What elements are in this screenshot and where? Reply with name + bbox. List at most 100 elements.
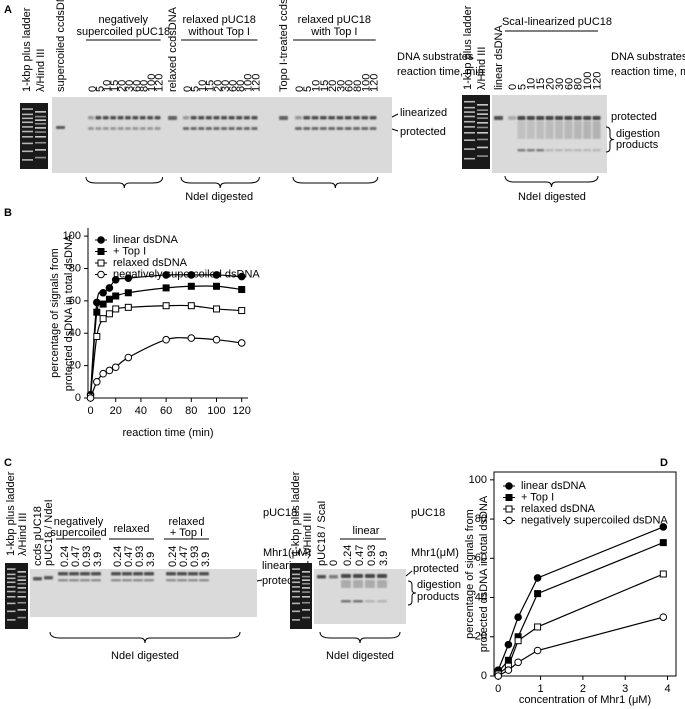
lane-label: 80 [139,80,151,92]
x-axis-label: concentration of Mhr1 (μM) [519,694,651,706]
ladder-band [477,138,488,141]
gel-band [122,579,132,582]
ladder-band [477,146,488,149]
y-axis-label: protected dsDNA in total dsDNA [478,495,490,652]
lane-label: 1-kbp plus ladder [21,7,33,92]
gel-band [58,579,68,582]
panel-letter: A [4,4,12,16]
lane-label: 0 [87,86,99,92]
gel-band [56,126,65,129]
gel-band [344,116,352,120]
x-tick-label: 0 [87,405,93,417]
y-tick-label: 20 [475,631,487,643]
row-label: Mhr1(μM) [411,547,459,559]
lane-label: 120 [369,74,381,92]
x-tick-label: 20 [110,405,122,417]
group-header: without Top I [187,26,250,38]
ladder-band [22,108,33,110]
y-tick-label: 60 [69,295,81,307]
lane-label: 15 [319,80,331,92]
gel-band [236,116,243,120]
band-label: protected [413,563,459,575]
group-header: negatively [54,516,104,528]
gel-band [353,574,363,578]
marker [99,288,107,297]
lane-label: 0.93 [134,546,146,567]
legend-label: + Top I [521,491,554,503]
gel-band [166,572,176,576]
ladder-band [477,109,488,111]
gel-band [205,116,212,120]
marker [86,394,95,402]
marker [659,523,668,531]
gel-band [198,116,205,120]
ladder-band [302,609,310,611]
band-label: digestion [417,579,461,591]
gel-band [221,116,228,120]
ladder-band [22,142,33,145]
gel-band [592,149,601,152]
band-label: products [616,139,659,151]
gel-band [303,127,311,130]
gel-band [147,116,154,120]
gel-band [133,572,143,576]
lane-label: λ/Hind III [302,513,314,556]
marker [93,298,101,307]
gel-band [110,127,117,130]
group-header: relaxed pUC18 [298,14,371,26]
marker [162,284,170,292]
gel-band [44,576,53,580]
group-header: + Top I [170,527,203,539]
gel-band [117,127,124,130]
ladder-band [22,150,33,153]
gel-band [536,116,545,120]
ladder-band [35,127,46,129]
lane-label: ccds pUC18 [32,506,44,566]
ladder-band [292,577,300,580]
ladder-band [35,156,46,159]
lane-label: 0 [507,84,519,90]
gel-band [183,127,190,130]
lane-label: 120 [250,74,262,92]
ladder-band [7,568,16,570]
y-tick-label: 0 [481,670,487,682]
marker [659,570,667,578]
marker [505,494,513,501]
gel-band [377,580,387,588]
ladder-band [35,119,46,121]
marker [533,646,542,655]
lane-label: λ/Hind III [17,513,29,556]
ladder-band [302,616,310,619]
legend-label: + Top I [113,245,146,257]
ladder-band [17,579,26,581]
gel-band [517,121,526,139]
ladder-band [35,131,46,133]
gel-band [188,572,198,576]
band-label: linearized [400,107,447,119]
ladder-band [17,571,26,573]
footer-label: NdeI digested [185,191,253,203]
x-tick-label: 100 [207,405,225,417]
gel-band [125,127,131,130]
row-label: pUC18 [411,507,445,519]
gel-band [144,579,154,582]
ladder-band [464,126,475,128]
lane-label: 0 [182,86,194,92]
lane-label: 0.24 [59,546,71,567]
legend-label: relaxed dsDNA [521,503,596,515]
lane-label: 3.9 [378,551,390,566]
lane-label: λ/Hind III [476,47,488,90]
lane-label: 3.9 [200,552,212,567]
marker [505,516,513,525]
footer-label: NdeI digested [518,191,586,203]
gel-band [526,121,535,139]
ladder-band [464,115,475,118]
ladder-band [464,120,475,123]
gel-band [154,116,161,120]
gel-band [344,127,352,130]
marker [237,339,246,347]
gel-band [236,127,243,130]
lane-label: 80 [573,78,585,90]
